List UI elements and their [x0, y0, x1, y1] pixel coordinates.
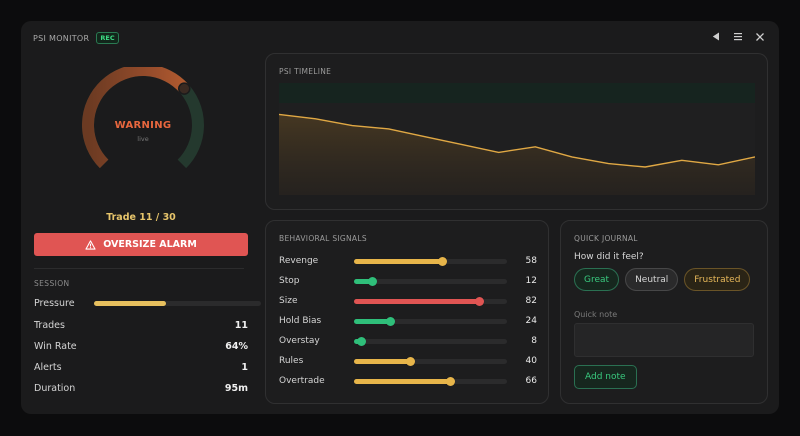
session-row-label: Alerts: [34, 361, 62, 373]
titlebar: PSI MONITOR REC: [33, 31, 119, 45]
session-row: Duration 95m: [34, 381, 248, 395]
signal-knob: [357, 336, 367, 346]
add-note-button[interactable]: Add note: [574, 365, 637, 389]
app-title: PSI MONITOR: [33, 33, 90, 43]
signal-knob: [386, 316, 396, 326]
signal-fill: [354, 378, 451, 384]
session-row-value: 11: [234, 319, 248, 331]
signal-bar: [354, 296, 507, 306]
signal-bar: [354, 336, 507, 346]
signal-knob: [445, 376, 455, 386]
signal-knob: [367, 276, 377, 286]
journal-question: How did it feel?: [574, 252, 644, 262]
signals-heading: BEHAVIORAL SIGNALS: [279, 234, 367, 243]
signal-bar: [354, 256, 507, 266]
hamburger-icon[interactable]: [733, 32, 743, 42]
quick-note-label: Quick note: [574, 310, 618, 319]
quick-journal-panel: QUICK JOURNAL How did it feel? Great Neu…: [560, 220, 768, 404]
psi-timeline-chart: [279, 83, 755, 195]
warning-triangle-icon: [85, 239, 96, 250]
psi-monitor-window: PSI MONITOR REC WARNING l: [21, 21, 779, 414]
signal-bar: [354, 316, 507, 326]
session-row-value: 1: [241, 361, 248, 373]
signal-label: Size: [279, 296, 298, 306]
gauge-knob: [178, 82, 191, 95]
signal-knob: [406, 356, 416, 366]
pressure-bar: [94, 301, 261, 306]
session-heading: SESSION: [34, 279, 70, 288]
signal-row-overstay: Overstay 8: [279, 334, 537, 348]
signal-bar: [354, 376, 507, 386]
trade-counter: Trade 11 / 30: [106, 212, 176, 223]
signal-fill: [354, 358, 411, 364]
signal-fill: [354, 318, 391, 324]
signal-value: 40: [525, 356, 537, 366]
timeline-area: [279, 114, 755, 195]
session-row-value: 95m: [224, 382, 248, 394]
session-row: Win Rate 64%: [34, 339, 248, 353]
signal-row-hold-bias: Hold Bias 24: [279, 314, 537, 328]
signal-label: Hold Bias: [279, 316, 322, 326]
close-icon[interactable]: [755, 32, 765, 42]
oversize-alarm-button[interactable]: OVERSIZE ALARM: [34, 233, 248, 256]
signal-knob: [438, 256, 448, 266]
psi-gauge: WARNING live: [79, 64, 207, 179]
signal-value: 66: [525, 376, 537, 386]
session-row: Trades 11: [34, 318, 248, 332]
session-row-pressure: Pressure: [34, 296, 261, 310]
signal-label: Overstay: [279, 336, 320, 346]
signal-value: 8: [531, 336, 537, 346]
signal-row-size: Size 82: [279, 294, 537, 308]
journal-heading: QUICK JOURNAL: [574, 234, 638, 243]
gauge-status: WARNING: [114, 120, 172, 131]
gauge-sublabel: live: [137, 135, 149, 143]
signal-label: Stop: [279, 276, 300, 286]
session-row-label: Duration: [34, 382, 76, 394]
gauge-arc: [82, 64, 204, 169]
signal-row-overtrade: Overtrade 66: [279, 374, 537, 388]
session-row: Alerts 1: [34, 360, 248, 374]
signal-label: Rules: [279, 356, 304, 366]
signal-label: Overtrade: [279, 376, 325, 386]
signal-value: 58: [525, 256, 537, 266]
session-row-label: Win Rate: [34, 340, 77, 352]
behavioral-signals-panel: BEHAVIORAL SIGNALS Revenge 58 Stop 12 Size 82…: [265, 220, 549, 404]
quick-note-input[interactable]: [574, 323, 754, 357]
mood-great-button[interactable]: Great: [574, 268, 620, 291]
window-controls: [711, 32, 765, 42]
signal-bar: [354, 276, 507, 286]
signal-fill: [354, 298, 480, 304]
pressure-fill: [94, 301, 166, 306]
mood-options: Great Neutral Frustrated: [574, 268, 751, 291]
signal-value: 24: [525, 316, 537, 326]
psi-timeline-panel: PSI TIMELINE: [265, 53, 768, 210]
signal-knob: [474, 296, 484, 306]
signal-value: 82: [525, 296, 537, 306]
signal-row-stop: Stop 12: [279, 274, 537, 288]
alarm-label: OVERSIZE ALARM: [103, 239, 197, 250]
signal-fill: [354, 278, 373, 284]
signal-value: 12: [525, 276, 537, 286]
signal-row-revenge: Revenge 58: [279, 254, 537, 268]
mood-neutral-button[interactable]: Neutral: [625, 268, 679, 291]
signal-bar: [354, 356, 507, 366]
divider: [34, 268, 244, 269]
warning-band: [279, 83, 755, 103]
triangle-left-icon[interactable]: [711, 32, 721, 42]
pressure-label: Pressure: [34, 297, 75, 309]
signal-fill: [354, 258, 443, 264]
session-row-value: 64%: [225, 340, 248, 352]
mood-frustrated-button[interactable]: Frustrated: [684, 268, 751, 291]
timeline-line: [279, 113, 755, 168]
rec-badge: REC: [96, 32, 119, 44]
signal-label: Revenge: [279, 256, 319, 266]
timeline-heading: PSI TIMELINE: [279, 67, 332, 76]
signal-row-rules: Rules 40: [279, 354, 537, 368]
session-row-label: Trades: [34, 319, 65, 331]
